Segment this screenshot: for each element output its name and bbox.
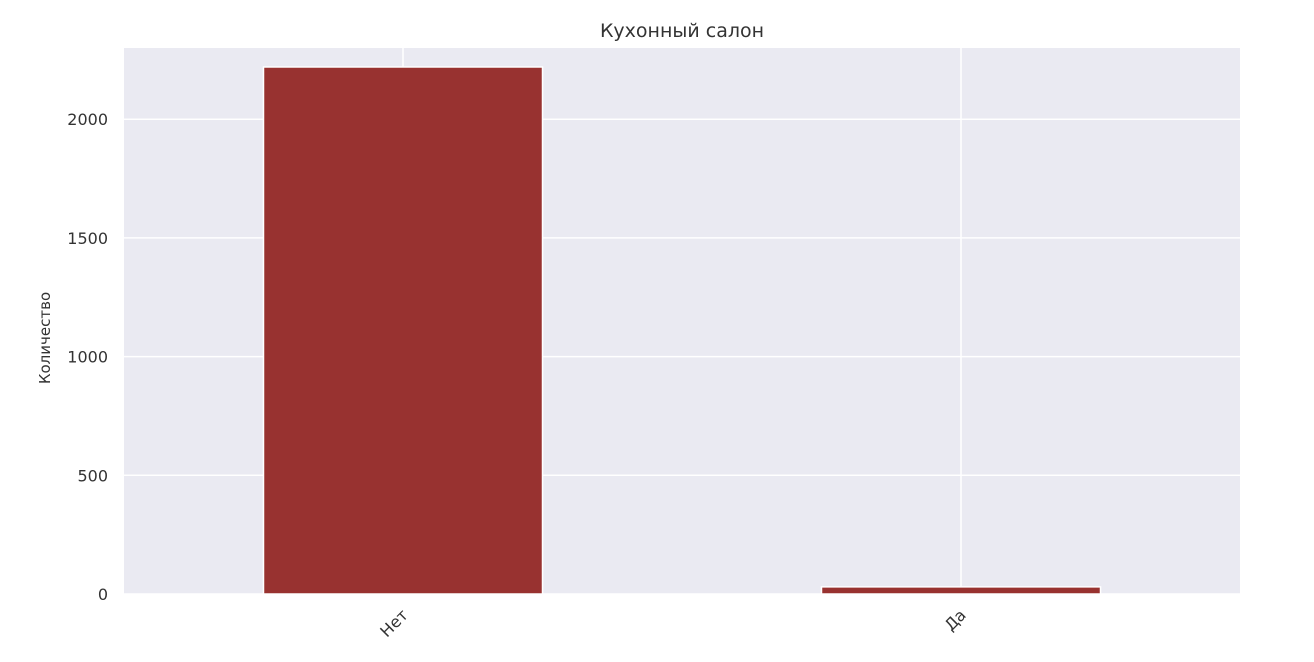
y-tick-label: 0 [98, 585, 108, 604]
y-axis-ticks: 0 500 1000 1500 2000 [67, 110, 108, 604]
y-axis-label: Количество [36, 292, 54, 384]
bar-net [262, 66, 544, 595]
bar-da [820, 586, 1102, 595]
bars [262, 66, 1102, 595]
chart-title: Кухонный салон [600, 20, 764, 42]
y-tick-label: 2000 [67, 110, 108, 129]
y-tick-label: 1500 [67, 229, 108, 248]
x-axis-ticks: Нет Да [376, 605, 969, 640]
y-tick-label: 1000 [67, 348, 108, 367]
y-tick-label: 500 [77, 466, 108, 485]
x-tick-label: Нет [376, 605, 411, 640]
x-tick-label: Да [941, 605, 970, 634]
